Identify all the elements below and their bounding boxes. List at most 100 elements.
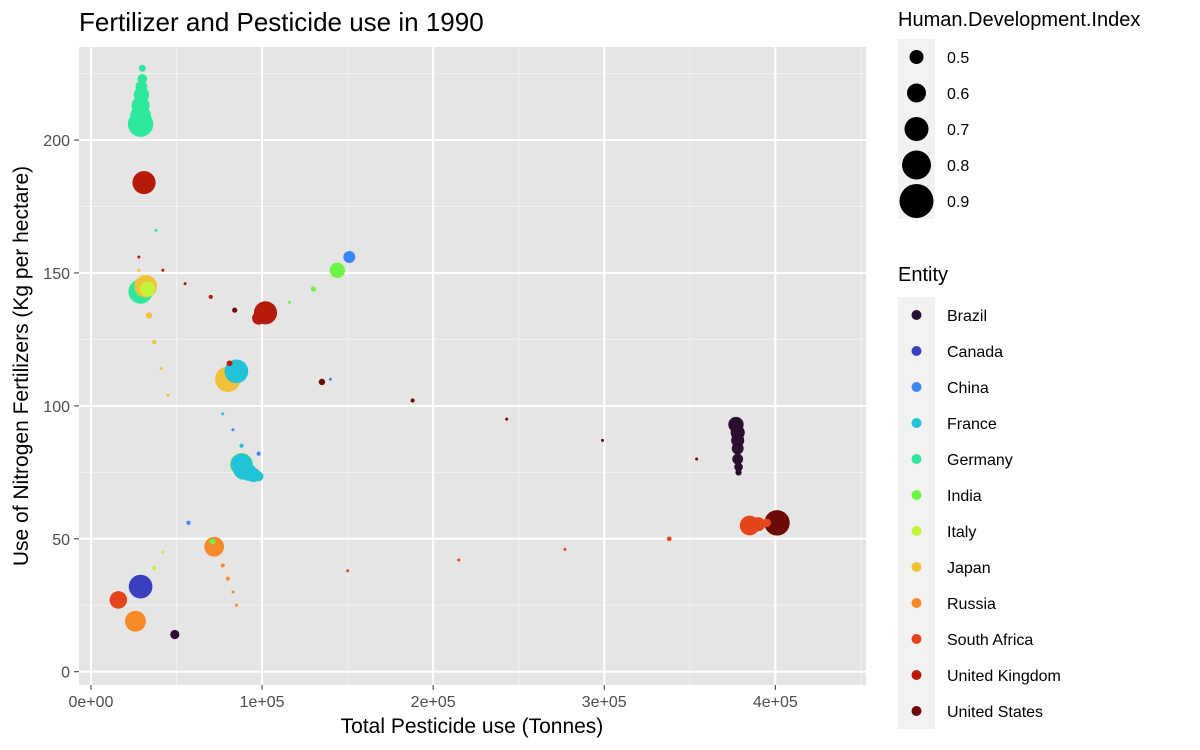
point-south-africa (563, 547, 567, 551)
color-legend-label: Brazil (947, 308, 987, 325)
color-legend-label: Russia (947, 596, 996, 613)
point-france (239, 443, 244, 448)
point-india (209, 538, 216, 545)
size-legend-title: Human.Development.Index (898, 9, 1140, 31)
point-united-states (318, 378, 326, 386)
point-south-africa (109, 591, 128, 609)
point-canada (128, 574, 153, 599)
point-united-kingdom (161, 268, 165, 272)
color-legend-key (911, 670, 922, 680)
point-italy (152, 565, 157, 571)
point-united-kingdom (208, 294, 213, 299)
point-china (343, 251, 356, 263)
point-germany (154, 228, 158, 232)
x-tick-label: 0e+00 (69, 694, 114, 711)
color-legend-label: France (947, 416, 997, 433)
chart-title: Fertilizer and Pesticide use in 1990 (79, 7, 484, 37)
point-france (221, 412, 225, 416)
point-united-kingdom (183, 282, 187, 286)
point-russia (204, 536, 225, 557)
point-south-africa (762, 518, 772, 528)
point-united-kingdom (252, 311, 266, 325)
point-united-states (601, 438, 605, 442)
point-south-africa (666, 536, 672, 542)
x-axis-title: Total Pesticide use (Tonnes) (341, 715, 604, 738)
color-legend-label: China (947, 380, 989, 397)
color-legend-key (911, 706, 922, 716)
point-india (287, 300, 291, 304)
color-legend-key (911, 418, 922, 428)
point-brazil (735, 469, 742, 476)
x-tick-label: 3e+05 (582, 694, 627, 711)
point-india (310, 286, 317, 292)
point-brazil (734, 462, 743, 472)
point-united-states (232, 307, 238, 313)
point-united-kingdom (226, 360, 233, 367)
color-legend-label: Germany (947, 452, 1013, 469)
point-japan (145, 312, 153, 319)
y-axis-title: Use of Nitrogen Fertilizers (Kg per hect… (10, 166, 33, 566)
size-legend-key (904, 117, 929, 141)
point-russia (231, 590, 235, 594)
color-legend-key (911, 310, 922, 320)
point-russia (124, 610, 146, 632)
point-brazil (732, 453, 744, 465)
size-legend-label: 0.9 (947, 194, 969, 211)
color-legend-key (911, 598, 922, 608)
size-legend-key (902, 150, 931, 180)
y-tick-label: 100 (43, 399, 70, 416)
scatter-points (109, 64, 790, 640)
point-germany (135, 80, 148, 93)
point-united-kingdom (132, 170, 156, 195)
point-brazil (731, 442, 744, 455)
point-china (186, 520, 191, 525)
size-legend-label: 0.8 (947, 158, 969, 175)
x-tick-label: 4e+05 (753, 694, 798, 711)
color-legend-label: United Kingdom (947, 668, 1061, 685)
y-tick-label: 0 (61, 665, 70, 682)
color-legend-label: Italy (947, 524, 976, 541)
size-legend-key (909, 50, 924, 64)
point-united-states (695, 457, 699, 461)
color-legend-key (911, 346, 922, 356)
color-legend-label: Canada (947, 344, 1003, 361)
plot-background (79, 47, 866, 685)
color-legend-key (911, 634, 922, 644)
color-legend-label: South Africa (947, 632, 1033, 649)
color-legend-key (911, 490, 922, 500)
point-china (256, 451, 261, 456)
x-tick-label: 1e+05 (240, 694, 285, 711)
y-tick-label: 150 (43, 266, 70, 283)
y-axis: 0 50 100 150 200 (43, 133, 79, 682)
point-france (253, 471, 264, 482)
gridlines (79, 47, 866, 685)
point-south-africa (751, 517, 766, 532)
color-legend-key (911, 454, 922, 464)
size-legend: Human.Development.Index 0.5 0.6 0.7 0.8 0.9 (898, 9, 1140, 219)
point-united-states (410, 398, 415, 403)
color-legend-title: Entity (898, 264, 948, 286)
size-legend-label: 0.5 (947, 50, 969, 67)
point-south-africa (346, 569, 350, 573)
point-germany (137, 74, 148, 84)
point-italy (139, 281, 156, 297)
y-tick-label: 200 (43, 133, 70, 150)
size-legend-key (907, 83, 926, 103)
point-china (231, 428, 235, 432)
size-legend-label: 0.7 (947, 122, 969, 139)
point-united-states (505, 417, 509, 421)
point-japan (137, 268, 141, 272)
color-legend-label: India (947, 488, 982, 505)
x-tick-label: 2e+05 (411, 694, 456, 711)
point-japan (159, 367, 163, 371)
color-legend-background (898, 297, 935, 729)
color-legend-key (911, 526, 922, 536)
point-united-states (764, 510, 790, 536)
point-united-kingdom (137, 255, 141, 259)
point-italy (161, 550, 165, 554)
point-japan (152, 340, 157, 345)
point-russia (225, 576, 230, 581)
point-china (328, 377, 332, 381)
point-south-africa (457, 558, 461, 562)
